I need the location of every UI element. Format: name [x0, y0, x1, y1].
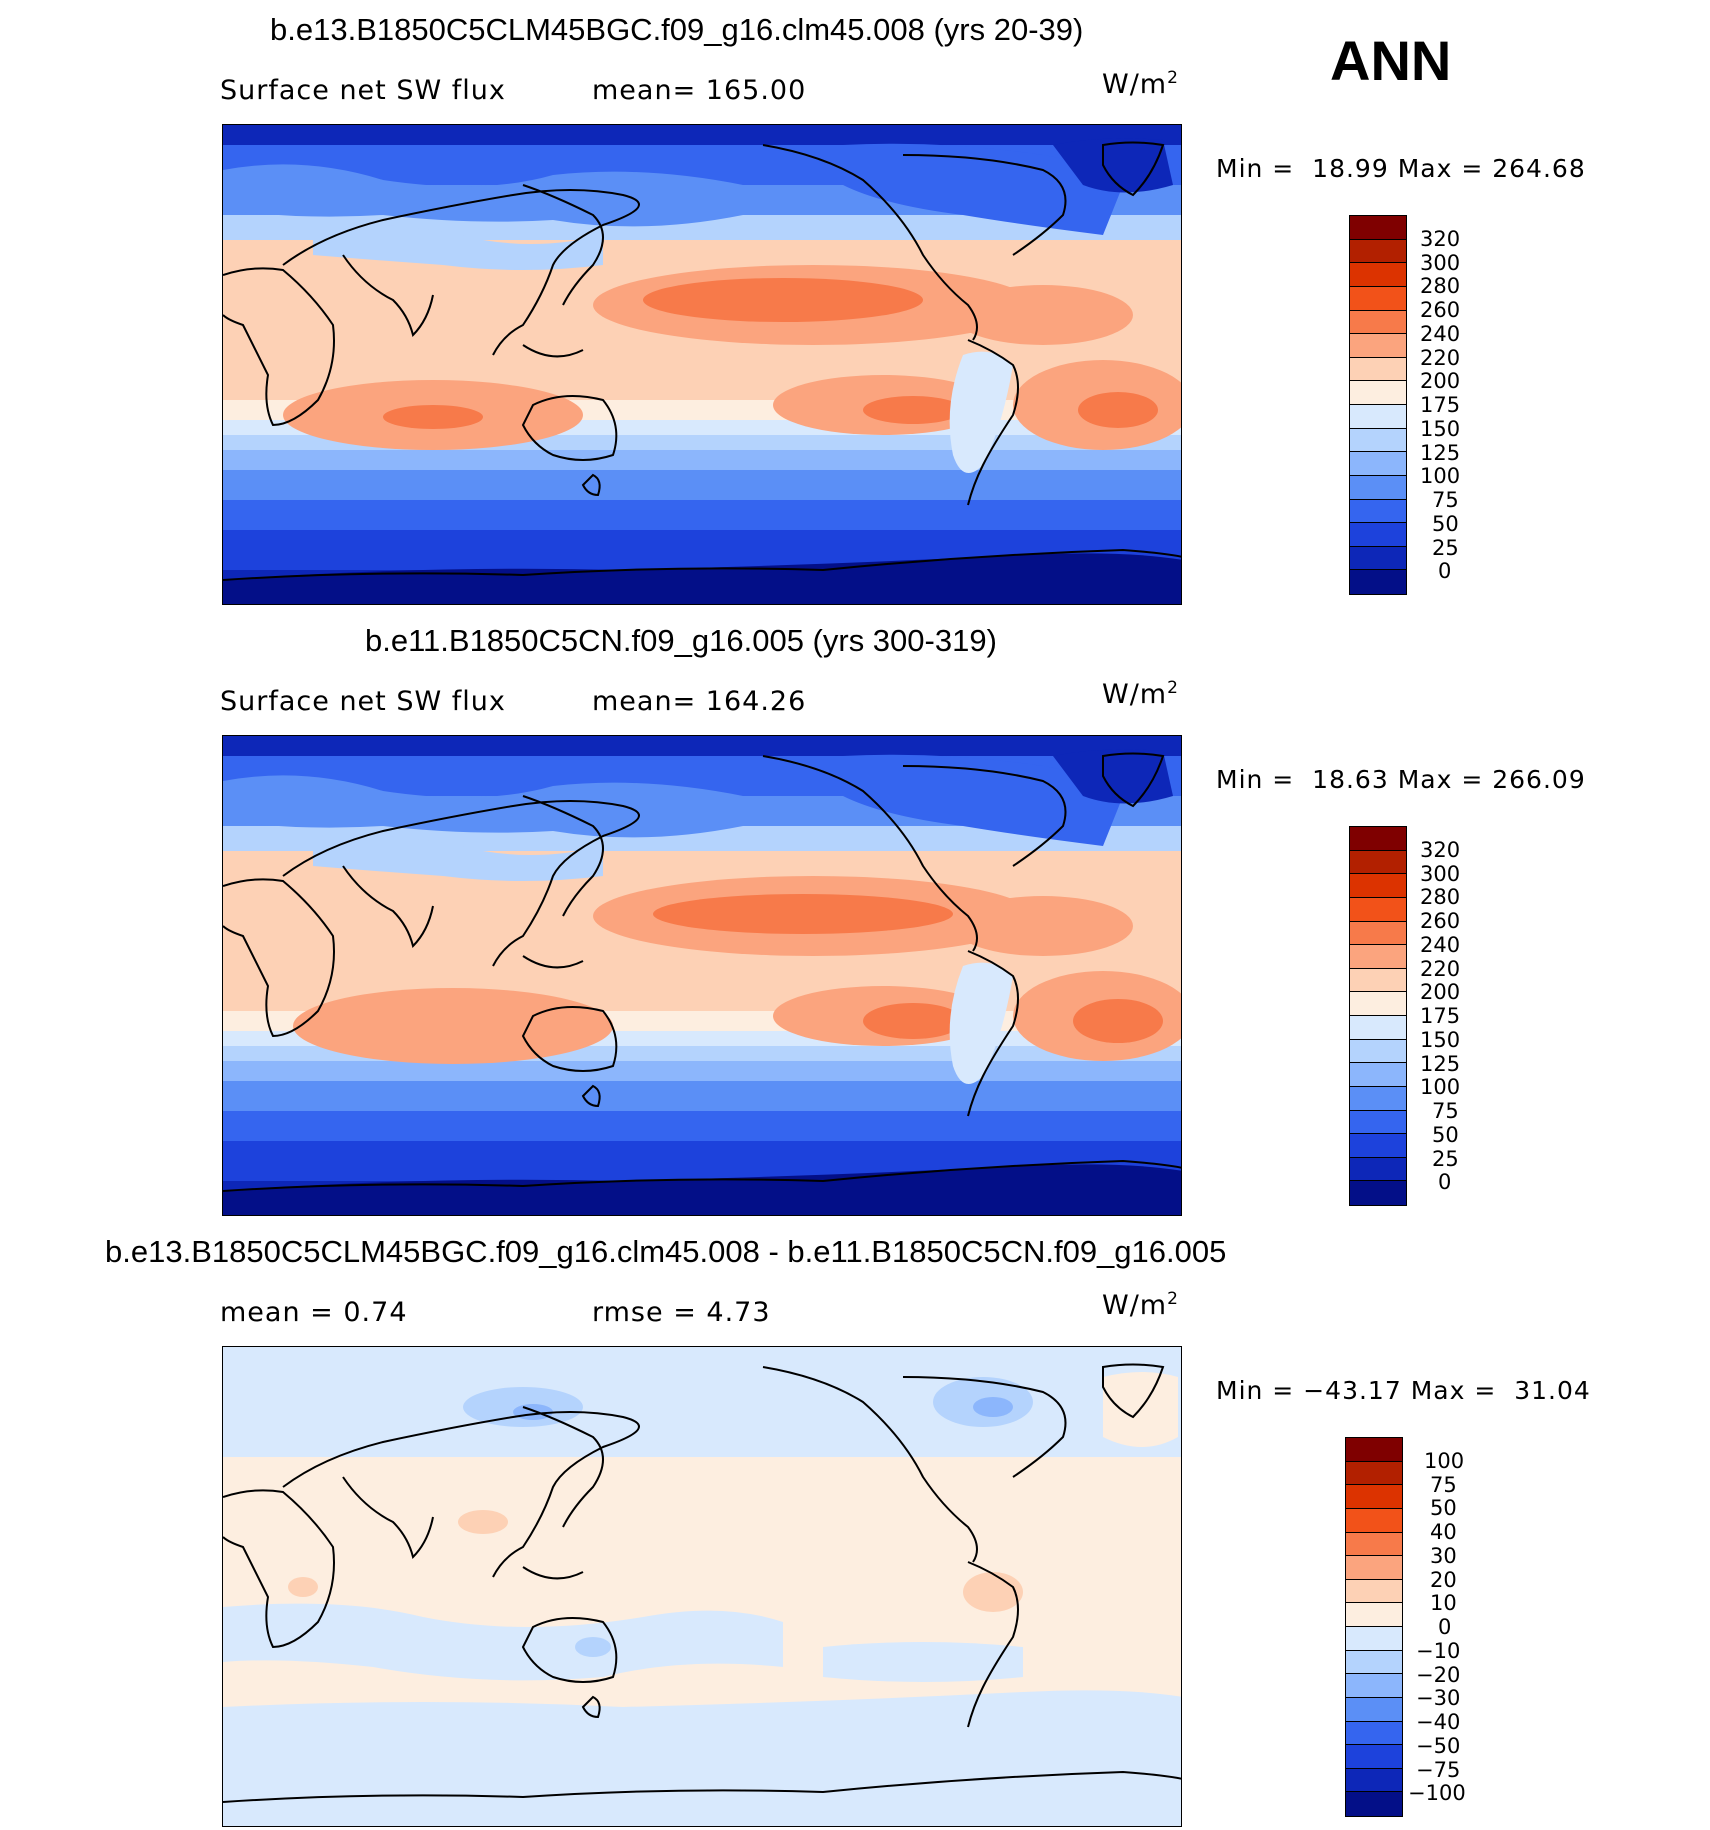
panel-3-cb-label: −75 [1416, 1758, 1461, 1782]
panel-2-mean-label: mean= 164.26 [592, 686, 807, 717]
panel-2-cb-label: 320 [1420, 838, 1461, 862]
panel-1-title: b.e13.B1850C5CLM45BGC.f09_g16.clm45.008 … [270, 12, 1084, 47]
panel-2-cb-label: 280 [1420, 885, 1461, 909]
panel-1-mean-value: 165.00 [705, 75, 807, 106]
panel-3-minmax: Min = −43.17 Max = 31.04 [1216, 1376, 1591, 1405]
panel-1-mean-label: mean= 165.00 [592, 75, 807, 106]
panel-2-title: b.e11.B1850C5CN.f09_g16.005 (yrs 300-319… [365, 623, 997, 658]
panel-1-cb-label: 50 [1432, 512, 1459, 536]
panel-3-map-svg [223, 1347, 1181, 1826]
panel-1-max-value: 264.68 [1492, 154, 1586, 183]
panel-3-cb-label: 30 [1430, 1544, 1457, 1568]
panel-2-cb-label: 25 [1432, 1147, 1459, 1171]
panel-2-cb-label: 100 [1420, 1075, 1461, 1099]
panel-2-units: W/m2 [1102, 678, 1179, 710]
panel-2-cb-label: 300 [1420, 862, 1461, 886]
panel-2-cb-label: 175 [1420, 1004, 1461, 1028]
panel-2-cb-label: 200 [1420, 980, 1461, 1004]
panel-3-rmse-value: 4.73 [706, 1297, 771, 1328]
panel-1-cb-label: 75 [1432, 488, 1459, 512]
panel-3-cb-label: 75 [1430, 1473, 1457, 1497]
panel-3-mean-value: 0.74 [343, 1297, 408, 1328]
panel-3-units: W/m2 [1102, 1289, 1179, 1321]
panel-3-cb-label: 50 [1430, 1496, 1457, 1520]
panel-3-cb-label: 40 [1430, 1520, 1457, 1544]
panel-3-cb-label: 10 [1430, 1591, 1457, 1615]
panel-1-cb-label: 220 [1420, 346, 1461, 370]
panel-1-variable-label: Surface net SW flux [220, 75, 506, 106]
panel-3-title: b.e13.B1850C5CLM45BGC.f09_g16.clm45.008 … [105, 1234, 1227, 1269]
panel-3-min-value: −43.17 [1303, 1376, 1402, 1405]
panel-3-map [222, 1346, 1182, 1827]
panel-1-units: W/m2 [1102, 68, 1179, 100]
panel-3-cb-label: −20 [1416, 1663, 1461, 1687]
panel-1-cb-label: 280 [1420, 274, 1461, 298]
panel-2-cb-label: 220 [1420, 957, 1461, 981]
panel-1-map-svg [223, 125, 1181, 604]
panel-1-cb-label: 25 [1432, 536, 1459, 560]
panel-3-cb-label: −30 [1416, 1686, 1461, 1710]
panel-1-cb-label: 320 [1420, 227, 1461, 251]
panel-2-min-value: 18.63 [1312, 765, 1389, 794]
panel-1-cb-label: 300 [1420, 251, 1461, 275]
panel-3-cb-label: −40 [1416, 1710, 1461, 1734]
panel-2-minmax: Min = 18.63 Max = 266.09 [1216, 765, 1586, 794]
season-label: ANN [1330, 29, 1452, 92]
panel-2-colorbar-labels: 320 300 280 260 240 220 200 175 150 125 … [1420, 826, 1500, 1206]
panel-3-cb-label: 100 [1424, 1449, 1465, 1473]
panel-1-colorbar [1349, 215, 1407, 595]
panel-2-variable-label: Surface net SW flux [220, 686, 506, 717]
panel-2-cb-label: 125 [1420, 1052, 1461, 1076]
panel-2-mean-value: 164.26 [705, 686, 807, 717]
panel-1-cb-label: 150 [1420, 417, 1461, 441]
panel-2-cb-label: 75 [1432, 1099, 1459, 1123]
panel-1-map [222, 124, 1182, 605]
panel-2-cb-label: 150 [1420, 1028, 1461, 1052]
panel-1-colorbar-labels: 320 300 280 260 240 220 200 175 150 125 … [1420, 215, 1500, 595]
panel-3-rmse-label: rmse = 4.73 [592, 1297, 771, 1328]
panel-2-map [222, 735, 1182, 1216]
panel-1-cb-label: 100 [1420, 464, 1461, 488]
panel-2-cb-label: 0 [1438, 1170, 1452, 1194]
panel-2-cb-label: 260 [1420, 909, 1461, 933]
panel-1-min-value: 18.99 [1312, 154, 1389, 183]
panel-3-cb-label: −50 [1416, 1734, 1461, 1758]
panel-3-mean-label: mean = 0.74 [220, 1297, 408, 1328]
panel-3-cb-label: 0 [1438, 1615, 1452, 1639]
panel-1-cb-label: 260 [1420, 298, 1461, 322]
panel-1-cb-label: 175 [1420, 393, 1461, 417]
panel-3-colorbar-labels: 100 75 50 40 30 20 10 0 −10 −20 −30 −40 … [1408, 1437, 1502, 1817]
panel-3-cb-label: 20 [1430, 1568, 1457, 1592]
panel-3-cb-label: −10 [1416, 1639, 1461, 1663]
panel-2-cb-label: 240 [1420, 933, 1461, 957]
panel-2-cb-label: 50 [1432, 1123, 1459, 1147]
panel-2-max-value: 266.09 [1492, 765, 1586, 794]
panel-3-cb-label: −100 [1408, 1781, 1466, 1805]
panel-1-cb-label: 125 [1420, 441, 1461, 465]
panel-2-map-svg [223, 736, 1181, 1215]
panel-1-cb-label: 200 [1420, 369, 1461, 393]
panel-1-minmax: Min = 18.99 Max = 264.68 [1216, 154, 1586, 183]
panel-2-colorbar [1349, 826, 1407, 1206]
panel-3-colorbar [1345, 1437, 1403, 1817]
panel-1-cb-label: 240 [1420, 322, 1461, 346]
panel-3-max-value: 31.04 [1514, 1376, 1591, 1405]
panel-1-cb-label: 0 [1438, 559, 1452, 583]
